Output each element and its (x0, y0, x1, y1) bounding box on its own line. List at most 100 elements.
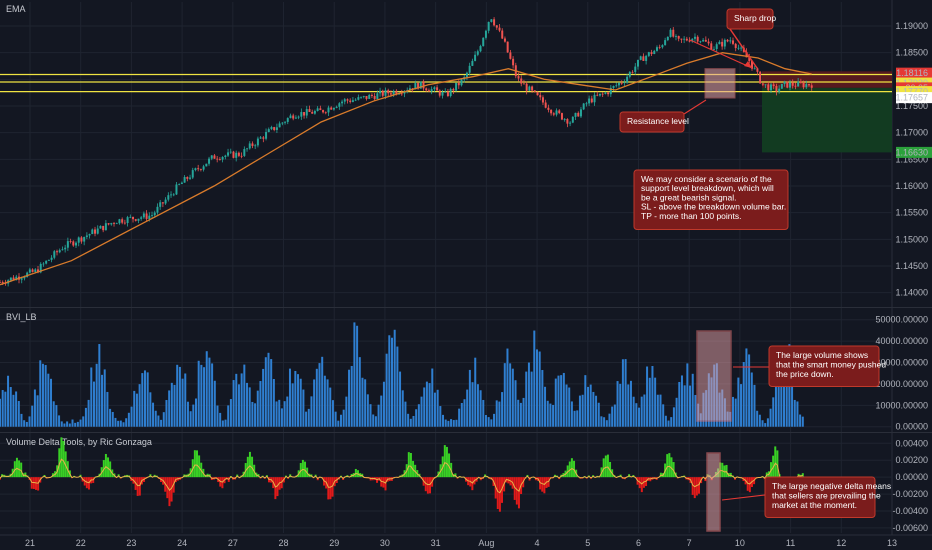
candle-body (808, 84, 811, 86)
candle-body (227, 152, 230, 156)
volume-bar (584, 375, 587, 427)
volume-bar (237, 384, 240, 427)
x-tick-label: 4 (535, 538, 540, 548)
candle-body (764, 84, 767, 86)
volume-bar (468, 369, 471, 427)
volume-bar (694, 394, 697, 427)
candle-body (267, 129, 270, 133)
candle-body (590, 98, 593, 103)
volume-bar (627, 384, 630, 427)
candle-body (620, 82, 623, 84)
volume-bar (143, 370, 146, 427)
volume-bar (176, 364, 179, 427)
delta-y-tick-label: 0.00000 (895, 472, 928, 482)
candle-body (517, 76, 520, 79)
volume-bar (415, 409, 418, 427)
candle-body (702, 39, 705, 42)
candle-body (617, 82, 620, 86)
volume-bar (79, 419, 82, 427)
volume-bar (240, 373, 243, 427)
price-panel-title: EMA (6, 4, 26, 14)
delta-y-tick-label: -0.00200 (892, 489, 928, 499)
candle-body (699, 41, 702, 43)
candle-body (69, 241, 72, 242)
volume-bar (348, 369, 351, 427)
volume-bar (0, 398, 1, 427)
candle-body (164, 199, 167, 204)
candle-body (297, 116, 300, 118)
volume-bar (280, 408, 283, 427)
volume-bar (157, 415, 160, 427)
candle-body (544, 102, 547, 108)
volume-bar (509, 363, 512, 427)
breakdown-highlight (704, 68, 736, 99)
candle-body (780, 83, 783, 89)
candle-body (729, 40, 732, 42)
volume-bar (643, 394, 646, 427)
candle-body (259, 137, 262, 139)
candle-body (96, 228, 99, 234)
volume-bar (766, 418, 769, 427)
volume-bar (417, 404, 420, 427)
volume-bar (221, 420, 224, 427)
x-tick-label: 22 (76, 538, 86, 548)
volume-bar (479, 390, 482, 427)
volume-bar (278, 399, 281, 427)
candle-body (1, 282, 4, 284)
volume-bar (117, 420, 120, 427)
volume-bar (439, 406, 442, 427)
candle-body (503, 38, 506, 42)
volume-bar (605, 420, 608, 427)
candle-body (121, 219, 124, 223)
volume-bar (476, 384, 479, 427)
candle-body (126, 217, 129, 224)
candle-body (522, 83, 525, 85)
candle-body (455, 82, 458, 91)
price-y-tick-label: 1.17000 (895, 128, 928, 138)
volume-bar (33, 389, 36, 427)
volume-bar (146, 372, 149, 427)
volume-bar (50, 378, 53, 427)
candle-body (533, 90, 536, 92)
volume-bar (731, 396, 734, 427)
volume-bar (796, 401, 799, 427)
volume-bar (659, 394, 662, 427)
volume-bar (632, 396, 635, 427)
candle-body (256, 138, 259, 146)
volume-bar (353, 322, 356, 427)
candle-body (151, 215, 154, 217)
volume-bar (101, 374, 104, 427)
volume-bar (173, 384, 176, 427)
candle-body (740, 47, 743, 49)
volume-bar (753, 384, 756, 427)
candle-body (577, 112, 580, 117)
sharp-drop-pointer (689, 39, 753, 69)
candle-body (677, 36, 680, 39)
volume-bar (535, 349, 538, 427)
volume-bar (758, 414, 761, 427)
candle-body (468, 65, 471, 73)
price-label-text: 1.17657 (895, 93, 928, 103)
candle-body (66, 241, 69, 248)
candle-body (134, 219, 137, 221)
sharp-drop-note-box (726, 8, 774, 30)
candle-body (441, 92, 444, 96)
volume-bar (592, 391, 595, 427)
volume-bar (533, 330, 536, 427)
candle-body (525, 83, 528, 91)
volume-bar (672, 407, 675, 427)
volume-bar (573, 410, 576, 427)
candle-body (449, 88, 452, 97)
candle-body (311, 111, 314, 114)
candle-body (759, 71, 762, 84)
candle-body (351, 100, 354, 102)
volume-bar (640, 396, 643, 427)
volume-bar (774, 380, 777, 427)
delta-y-tick-label: 0.00400 (895, 438, 928, 448)
delta-panel-title: Volume Delta Tools, by Ric Gonzaga (6, 437, 152, 447)
volume-bar (576, 410, 579, 427)
volume-bar (195, 398, 198, 427)
candle-body (42, 263, 45, 265)
candle-body (582, 103, 585, 110)
